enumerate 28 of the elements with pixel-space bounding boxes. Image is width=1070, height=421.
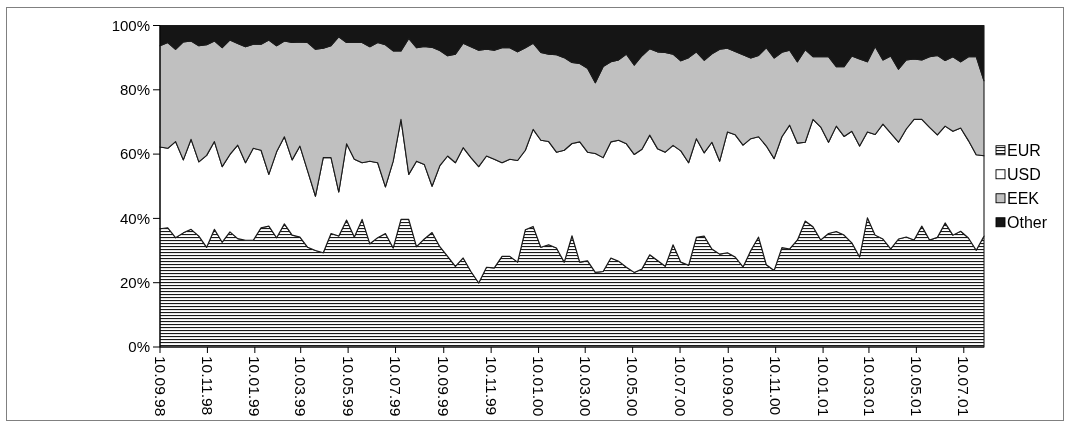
x-tick-label: 10.05.01 [907, 356, 925, 417]
y-tick-label: 0% [128, 338, 150, 356]
y-tick-label: 40% [119, 209, 150, 227]
x-tick-label: 10.11.98 [198, 356, 216, 416]
x-tick-label: 10.05.99 [339, 356, 357, 417]
x-tick-label: 10.03.00 [576, 356, 594, 417]
x-tick-label: 10.01.00 [530, 356, 548, 417]
legend-label: EUR [1007, 142, 1041, 160]
x-tick-label: 10.09.99 [435, 356, 453, 417]
x-tick-label: 10.11.00 [767, 356, 785, 416]
x-tick-label: 10.03.99 [292, 356, 310, 417]
x-tick-label: 10.05.00 [624, 356, 642, 417]
legend-label: Other [1007, 214, 1048, 232]
x-tick-label: 10.01.01 [814, 356, 832, 417]
x-tick-label: 10.07.01 [955, 356, 973, 417]
x-tick-label: 10.01.99 [246, 356, 264, 417]
x-tick-label: 10.11.99 [482, 356, 500, 416]
y-tick-label: 20% [119, 273, 150, 291]
x-tick-label: 10.07.99 [387, 356, 405, 417]
x-tick-label: 10.09.00 [719, 356, 737, 417]
y-tick-label: 100% [111, 16, 150, 34]
x-tick-label: 10.03.01 [860, 356, 878, 417]
y-tick-label: 60% [119, 145, 150, 163]
series-label: USD [1007, 166, 1041, 184]
x-tick-label: 10.07.00 [671, 356, 689, 417]
legend-label: EEK [1007, 190, 1040, 208]
x-tick-label: 10.09.98 [151, 356, 169, 417]
y-tick-label: 80% [119, 81, 150, 99]
